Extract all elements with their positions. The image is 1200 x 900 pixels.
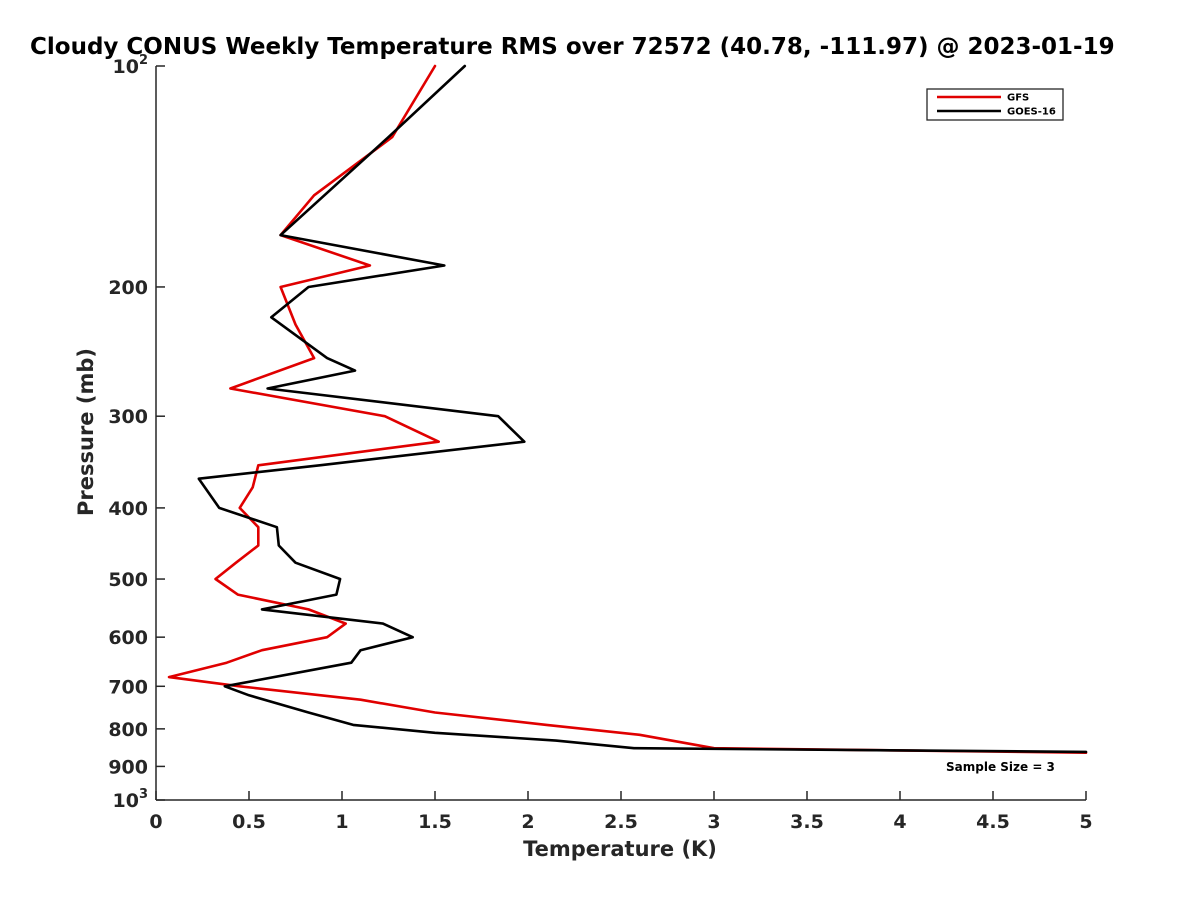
y-tick-label: 700 [108, 676, 148, 698]
series-line-gfs [169, 66, 1086, 753]
x-tick-label: 5 [1079, 811, 1092, 833]
x-tick-label: 0 [149, 811, 162, 833]
x-tick-label: 2 [521, 811, 534, 833]
y-tick-label: 600 [108, 627, 148, 649]
y-axis-label: Pressure (mb) [74, 348, 98, 516]
y-tick-label: 400 [108, 498, 148, 520]
y-tick-label: 102 [113, 53, 149, 78]
y-tick-label: 103 [113, 787, 149, 812]
x-axis-label: Temperature (K) [523, 837, 717, 861]
x-tick-label: 1.5 [418, 811, 452, 833]
legend-label: GFS [1007, 93, 1029, 104]
axes: 0 0.5 1 1.5 2 2.5 3 3.5 4 4.5 5 102 200 300 400 500 600 7… [108, 53, 1092, 833]
x-tick-label: 1 [335, 811, 348, 833]
y-tick-label: 800 [108, 719, 148, 741]
legend-label: GOES-16 [1007, 107, 1056, 118]
sample-size-annotation: Sample Size = 3 [946, 760, 1055, 774]
y-tick-label: 300 [108, 406, 148, 428]
x-tick-label: 4 [893, 811, 906, 833]
y-tick-label: 200 [108, 277, 148, 299]
chart-title: Cloudy CONUS Weekly Temperature RMS over… [30, 34, 1115, 60]
legend: GFS GOES-16 [927, 89, 1063, 120]
series-layer [169, 66, 1086, 753]
y-tick-label: 900 [108, 756, 148, 778]
x-tick-label: 2.5 [604, 811, 638, 833]
y-tick-label: 500 [108, 569, 148, 591]
x-tick-label: 4.5 [976, 811, 1010, 833]
x-tick-label: 0.5 [232, 811, 266, 833]
x-tick-label: 3 [707, 811, 720, 833]
x-tick-label: 3.5 [790, 811, 824, 833]
series-line-goes-16 [199, 66, 1086, 752]
